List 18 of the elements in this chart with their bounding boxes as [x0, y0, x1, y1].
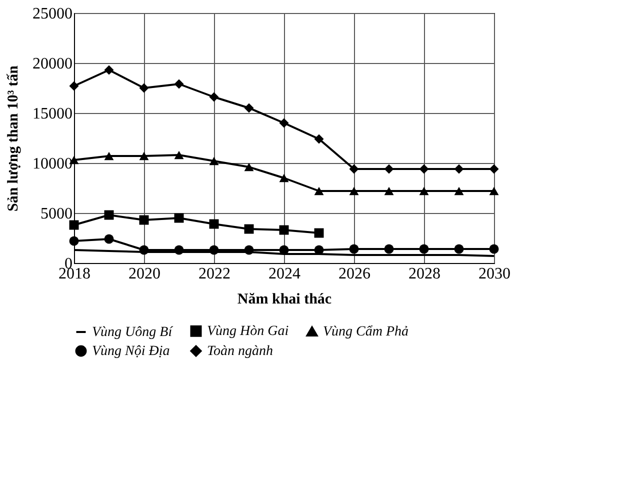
- x-tick-label: 2028: [408, 266, 440, 282]
- x-tick-label: 2020: [128, 266, 160, 282]
- x-tick-label: 2026: [338, 266, 370, 282]
- legend-label: Vùng Cẩm Phả: [323, 324, 409, 340]
- legend-label: Vùng Nội Địa: [92, 344, 170, 359]
- x-tick-label: 2024: [268, 266, 300, 282]
- y-tick-label: 25000: [32, 6, 72, 22]
- y-tick-label: 15000: [32, 106, 72, 122]
- legend-label: Vùng Hòn Gai: [207, 324, 289, 340]
- y-axis-title: Sản lượng than 10³ tấn: [6, 64, 22, 212]
- y-tick-label: 20000: [32, 56, 72, 72]
- legend-label: Toàn ngành: [207, 344, 274, 359]
- x-tick-label: 2030: [478, 266, 510, 282]
- y-tick-label: 5000: [40, 206, 72, 222]
- x-axis-title: Năm khai thác: [237, 292, 332, 308]
- legend-label: Vùng Uông Bí: [92, 325, 174, 340]
- x-tick-label: 2022: [198, 266, 230, 282]
- y-tick-label: 10000: [32, 156, 72, 172]
